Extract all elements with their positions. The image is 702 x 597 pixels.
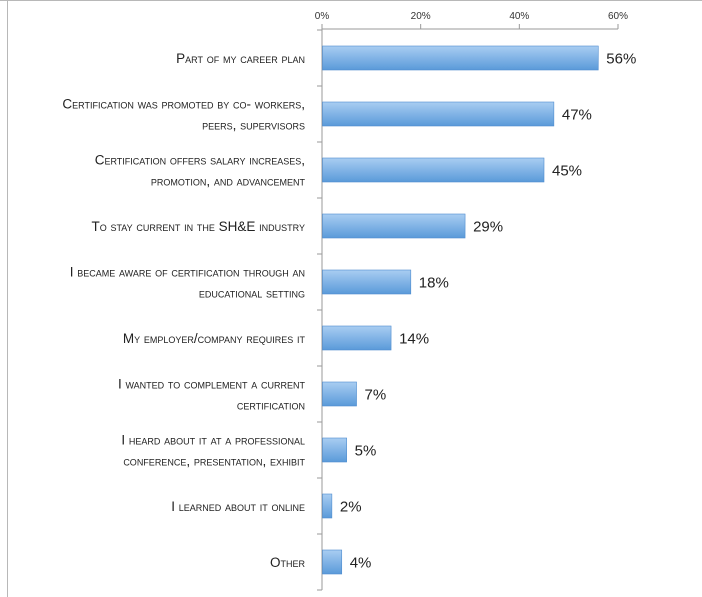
category-label-i-heard-about-it-at-a-professional-conference-presentation-exhibit: conference, presentation, exhibit bbox=[123, 454, 305, 469]
bar-part-of-my-career-plan bbox=[322, 45, 599, 71]
bar-certification-was-promoted-by-co-workers-peers-supervisors bbox=[322, 101, 555, 127]
category-label-i-heard-about-it-at-a-professional-conference-presentation-exhibit: I heard about it at a professional bbox=[121, 433, 305, 448]
frame-left-border bbox=[7, 0, 8, 597]
bars-layer bbox=[322, 45, 599, 575]
bar-my-employer-company-requires-it bbox=[322, 325, 392, 351]
category-label-to-stay-current-in-the-sh-e-industry: To stay current in the SH&E industry bbox=[91, 219, 305, 234]
category-label-certification-was-promoted-by-co-workers-peers-supervisors: Certification was promoted by co- worker… bbox=[62, 97, 305, 112]
category-label-i-wanted-to-complement-a-current-certification: I wanted to complement a current bbox=[118, 377, 306, 392]
x-tick-label: 0% bbox=[315, 11, 330, 22]
data-label-i-learned-about-it-online: 2% bbox=[340, 499, 362, 516]
category-label-i-learned-about-it-online: I learned about it online bbox=[171, 499, 305, 514]
category-label-certification-offers-salary-increases-promotion-and-advancement: Certification offers salary increases, bbox=[95, 153, 305, 168]
data-label-my-employer-company-requires-it: 14% bbox=[399, 331, 429, 348]
category-label-part-of-my-career-plan: Part of my career plan bbox=[176, 51, 305, 66]
category-label-i-became-aware-of-certification-through-an-educational-setting: educational setting bbox=[199, 286, 305, 301]
data-label-part-of-my-career-plan: 56% bbox=[606, 51, 636, 68]
data-label-other: 4% bbox=[350, 555, 372, 572]
category-label-i-wanted-to-complement-a-current-certification: certification bbox=[237, 398, 305, 413]
labels-layer: 56% Part of my career plan 47% Certificatio… bbox=[62, 51, 636, 572]
category-label-certification-was-promoted-by-co-workers-peers-supervisors: peers, supervisors bbox=[202, 118, 305, 133]
category-label-i-became-aware-of-certification-through-an-educational-setting: I became aware of certification through … bbox=[70, 265, 305, 280]
bar-other bbox=[322, 549, 343, 575]
bar-i-heard-about-it-at-a-professional-conference-presentation-exhibit bbox=[322, 437, 347, 463]
x-tick-label: 20% bbox=[411, 11, 431, 22]
bar-i-wanted-to-complement-a-current-certification bbox=[322, 381, 357, 407]
category-label-certification-offers-salary-increases-promotion-and-advancement: promotion, and advancement bbox=[151, 174, 306, 189]
frame-top-border bbox=[0, 0, 702, 1]
x-tick-label: 60% bbox=[608, 11, 628, 22]
data-label-i-wanted-to-complement-a-current-certification: 7% bbox=[365, 387, 387, 404]
data-label-certification-offers-salary-increases-promotion-and-advancement: 45% bbox=[552, 163, 582, 180]
data-label-to-stay-current-in-the-sh-e-industry: 29% bbox=[473, 219, 503, 236]
data-label-certification-was-promoted-by-co-workers-peers-supervisors: 47% bbox=[562, 107, 592, 124]
axis-layer: 0% 20% 40% 60% bbox=[315, 11, 628, 591]
bar-i-learned-about-it-online bbox=[322, 493, 333, 519]
data-label-i-heard-about-it-at-a-professional-conference-presentation-exhibit: 5% bbox=[355, 443, 377, 460]
bar-i-became-aware-of-certification-through-an-educational-setting bbox=[322, 269, 412, 295]
bar-to-stay-current-in-the-sh-e-industry bbox=[322, 213, 466, 239]
x-tick-label: 40% bbox=[509, 11, 529, 22]
category-label-my-employer-company-requires-it: My employer/company requires it bbox=[123, 331, 306, 346]
data-label-i-became-aware-of-certification-through-an-educational-setting: 18% bbox=[419, 275, 449, 292]
bar-certification-offers-salary-increases-promotion-and-advancement bbox=[322, 157, 545, 183]
category-label-other: Other bbox=[270, 555, 306, 570]
